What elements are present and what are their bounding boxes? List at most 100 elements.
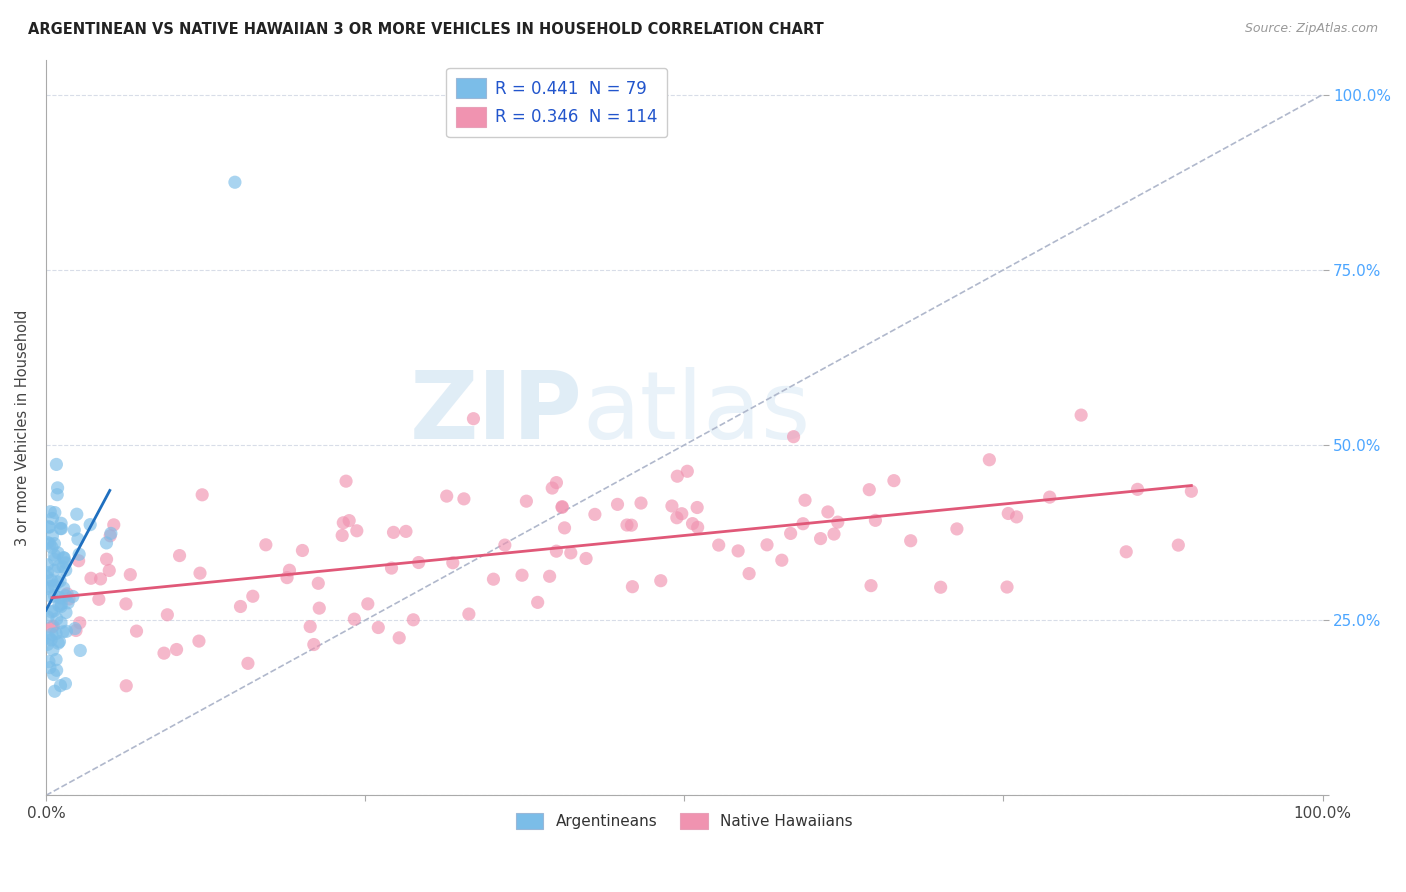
Point <box>39 632 62 647</box>
Point <box>55 606 77 620</box>
Point <box>67 554 90 568</box>
Point <box>621 580 644 594</box>
Point <box>156 607 179 622</box>
Point <box>44 552 66 566</box>
Point <box>41 511 63 525</box>
Point <box>55 563 77 577</box>
Point <box>56 596 79 610</box>
Point <box>65 624 87 638</box>
Point <box>510 568 533 582</box>
Point <box>1167 538 1189 552</box>
Point <box>823 527 845 541</box>
Point <box>37 566 59 580</box>
Point <box>51 597 73 611</box>
Point <box>865 513 887 527</box>
Point <box>551 500 574 514</box>
Point <box>302 638 325 652</box>
Point <box>191 488 214 502</box>
Point <box>792 516 814 531</box>
Point <box>551 500 574 515</box>
Point <box>307 576 329 591</box>
Point <box>299 619 322 633</box>
Point <box>39 505 62 519</box>
Point <box>900 533 922 548</box>
Point <box>554 521 576 535</box>
Point <box>782 430 804 444</box>
Point <box>630 496 652 510</box>
Point <box>55 589 77 603</box>
Point <box>526 595 548 609</box>
Point <box>457 607 479 621</box>
Point <box>49 574 72 588</box>
Point <box>494 538 516 552</box>
Point <box>827 515 849 529</box>
Point <box>41 590 63 604</box>
Point <box>39 574 62 588</box>
Point <box>37 637 59 651</box>
Point <box>49 516 72 531</box>
Point <box>69 643 91 657</box>
Point <box>44 684 66 698</box>
Point <box>343 612 366 626</box>
Point <box>115 597 138 611</box>
Point <box>346 524 368 538</box>
Point <box>52 624 75 639</box>
Point <box>946 522 969 536</box>
Point <box>650 574 672 588</box>
Point <box>676 464 699 478</box>
Point <box>436 489 458 503</box>
Point <box>45 652 67 666</box>
Point <box>335 474 357 488</box>
Point <box>38 655 60 669</box>
Point <box>98 529 121 543</box>
Point <box>541 481 564 495</box>
Point <box>682 516 704 531</box>
Point <box>482 572 505 586</box>
Point <box>188 566 211 581</box>
Point <box>42 604 65 618</box>
Point <box>49 615 72 630</box>
Point <box>49 591 72 605</box>
Point <box>402 613 425 627</box>
Point <box>44 589 66 603</box>
Point <box>120 567 142 582</box>
Point <box>560 546 582 560</box>
Point <box>37 570 59 584</box>
Point <box>166 642 188 657</box>
Point <box>48 599 70 613</box>
Point <box>254 538 277 552</box>
Point <box>388 631 411 645</box>
Point <box>45 612 67 626</box>
Text: atlas: atlas <box>582 367 810 458</box>
Point <box>236 657 259 671</box>
Point <box>1005 509 1028 524</box>
Point <box>546 544 568 558</box>
Point <box>357 597 380 611</box>
Point <box>39 537 62 551</box>
Point <box>46 636 69 650</box>
Point <box>38 520 60 534</box>
Text: Source: ZipAtlas.com: Source: ZipAtlas.com <box>1244 22 1378 36</box>
Point <box>291 543 314 558</box>
Point <box>80 571 103 585</box>
Point <box>770 553 793 567</box>
Point <box>44 536 66 550</box>
Point <box>115 679 138 693</box>
Point <box>44 563 66 577</box>
Point <box>45 663 67 677</box>
Point <box>69 615 91 630</box>
Point <box>46 481 69 495</box>
Point <box>979 452 1001 467</box>
Point <box>103 517 125 532</box>
Point <box>380 561 402 575</box>
Point <box>538 569 561 583</box>
Point <box>41 605 63 619</box>
Point <box>96 536 118 550</box>
Point <box>727 544 749 558</box>
Point <box>46 488 69 502</box>
Point <box>1126 483 1149 497</box>
Point <box>779 526 801 541</box>
Point <box>52 581 75 595</box>
Point <box>37 535 59 549</box>
Text: ARGENTINEAN VS NATIVE HAWAIIAN 3 OR MORE VEHICLES IN HOUSEHOLD CORRELATION CHART: ARGENTINEAN VS NATIVE HAWAIIAN 3 OR MORE… <box>28 22 824 37</box>
